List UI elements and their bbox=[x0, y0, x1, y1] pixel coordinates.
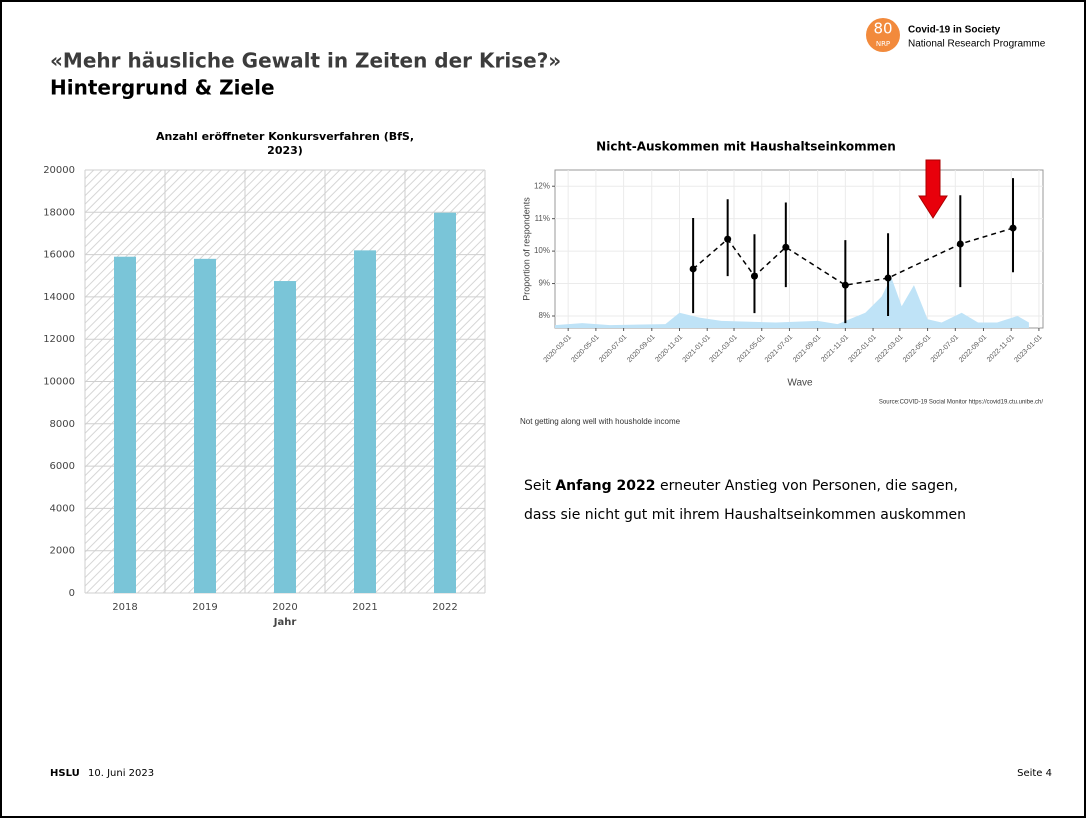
logo-program: NRP bbox=[876, 40, 890, 48]
footer-date: 10. Juni 2023 bbox=[88, 768, 154, 779]
x-tick-label: 2019 bbox=[192, 602, 217, 613]
y-tick-label: 8% bbox=[538, 311, 550, 320]
slide-subtitle: Hintergrund & Ziele bbox=[50, 76, 275, 100]
chart-title: Anzahl eröffneter Konkursverfahren (BfS, bbox=[156, 130, 414, 143]
y-tick-label: 10000 bbox=[43, 377, 75, 388]
y-tick-label: 4000 bbox=[50, 503, 75, 514]
y-tick-label: 11% bbox=[535, 214, 550, 223]
y-tick-label: 20000 bbox=[43, 165, 75, 176]
y-tick-label: 2000 bbox=[50, 546, 75, 557]
arrow bbox=[918, 159, 948, 219]
bar bbox=[434, 212, 456, 593]
bar bbox=[194, 258, 216, 593]
point bbox=[689, 265, 697, 273]
bar bbox=[354, 250, 376, 593]
caption: Not getting along well with housholde in… bbox=[520, 417, 681, 426]
y-tick-label: 10% bbox=[534, 246, 550, 255]
x-tick-label: 2018 bbox=[112, 602, 137, 613]
footer-brand: HSLU bbox=[50, 768, 80, 779]
y-axis-label: Proportion of respondents bbox=[521, 197, 531, 301]
x-tick-label: 2022 bbox=[432, 602, 457, 613]
y-tick-label: 6000 bbox=[50, 461, 75, 472]
point bbox=[782, 243, 790, 251]
logo-circle bbox=[866, 18, 900, 52]
y-tick-label: 0 bbox=[69, 588, 75, 599]
bar bbox=[274, 281, 296, 593]
logo-subname: National Research Programme bbox=[908, 39, 1046, 50]
y-tick-label: 18000 bbox=[43, 207, 75, 218]
x-tick-label: 2021 bbox=[352, 602, 377, 613]
footer-page: Seite 4 bbox=[1017, 768, 1052, 779]
y-tick-label: 16000 bbox=[43, 250, 75, 261]
y-tick-label: 14000 bbox=[43, 292, 75, 303]
logo-number: 80 bbox=[873, 20, 892, 38]
note-line: Seit Anfang 2022 erneuter Anstieg von Pe… bbox=[524, 478, 958, 494]
y-tick-label: 9% bbox=[538, 279, 550, 288]
x-axis-label: Wave bbox=[787, 378, 813, 389]
y-tick-label: 12000 bbox=[43, 334, 75, 345]
point bbox=[841, 281, 849, 289]
y-tick-label: 8000 bbox=[50, 419, 75, 430]
source: Source:COVID-19 Social Monitor https://c… bbox=[879, 400, 1043, 406]
logo-name: Covid-19 in Society bbox=[908, 25, 1001, 36]
chart-title: Nicht-Auskommen mit Haushaltseinkommen bbox=[596, 140, 896, 154]
plot-area bbox=[554, 169, 1044, 329]
bar bbox=[114, 256, 136, 593]
y-tick-label: 12% bbox=[534, 181, 550, 190]
note-line: dass sie nicht gut mit ihrem Haushaltsei… bbox=[524, 507, 966, 523]
point bbox=[1009, 224, 1017, 232]
slide-title: «Mehr häusliche Gewalt in Zeiten der Kri… bbox=[50, 49, 561, 73]
point bbox=[956, 240, 964, 248]
x-tick-label: 2020 bbox=[272, 602, 297, 613]
point bbox=[750, 272, 758, 280]
chart-title: 2023) bbox=[267, 144, 303, 157]
point bbox=[884, 274, 892, 282]
point bbox=[724, 235, 732, 243]
x-axis-label: Jahr bbox=[273, 617, 297, 628]
density-area bbox=[555, 277, 1029, 328]
